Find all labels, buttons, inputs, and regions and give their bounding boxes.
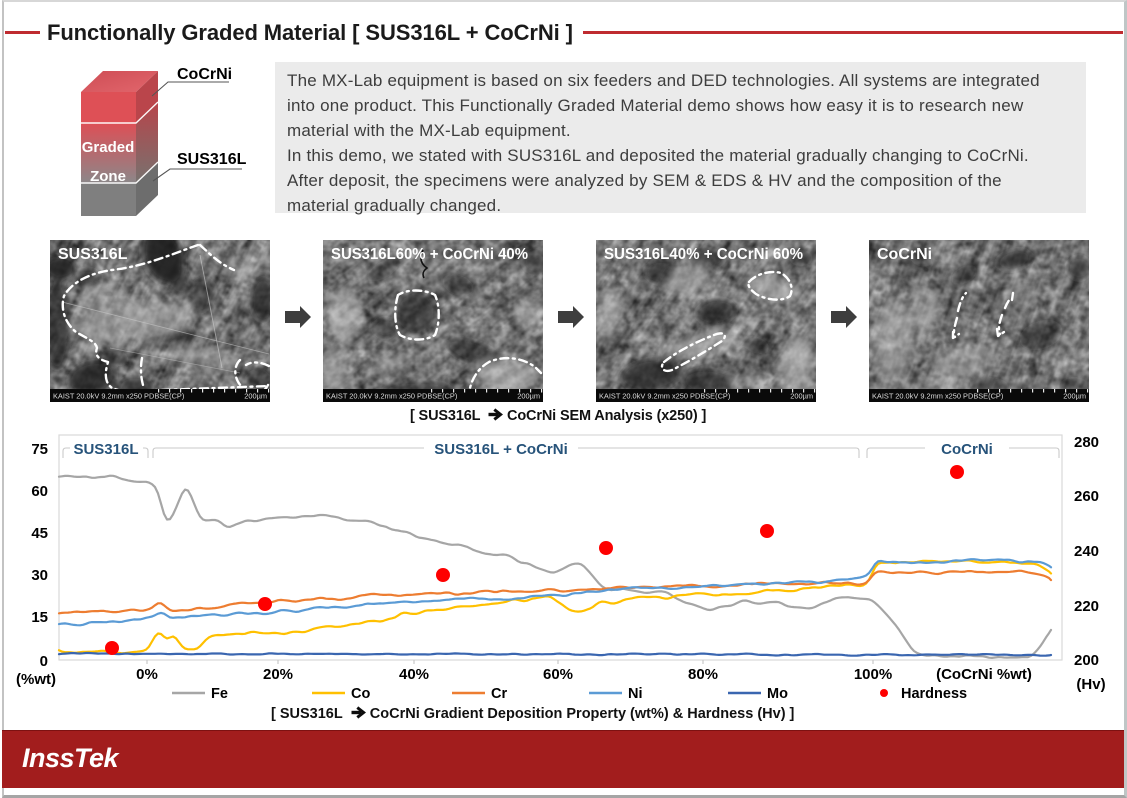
svg-text:KAIST 20.0kV 9.2mm x250 PDBSE(: KAIST 20.0kV 9.2mm x250 PDBSE(CP) [326,392,457,401]
svg-text:Graded: Graded [82,139,135,156]
svg-text:KAIST 20.0kV 9.2mm x250 PDBSE(: KAIST 20.0kV 9.2mm x250 PDBSE(CP) [872,392,1003,401]
svg-text:Cr: Cr [491,686,507,702]
svg-text:(%wt): (%wt) [16,671,56,688]
svg-text:20%: 20% [263,666,293,683]
svg-text:CoCrNi: CoCrNi [877,246,932,263]
svg-text:SUS316L60% + CoCrNi 40%: SUS316L60% + CoCrNi 40% [331,246,528,263]
svg-text:200µm: 200µm [1063,392,1086,401]
svg-text:60: 60 [31,483,48,500]
svg-text:200: 200 [1074,652,1099,669]
svg-text:Ni: Ni [628,686,643,702]
svg-text:220: 220 [1074,598,1099,615]
svg-text:Hardness: Hardness [901,686,967,702]
svg-text:KAIST 20.0kV 9.2mm x250 PDBSE(: KAIST 20.0kV 9.2mm x250 PDBSE(CP) [599,392,730,401]
svg-text:45: 45 [31,525,48,542]
svg-text:Mo: Mo [767,686,788,702]
svg-text:(CoCrNi %wt): (CoCrNi %wt) [936,666,1032,683]
svg-text:KAIST 20.0kV 9.2mm x250 PDBSE(: KAIST 20.0kV 9.2mm x250 PDBSE(CP) [53,392,184,401]
svg-text:SUS316L40% + CoCrNi 60%: SUS316L40% + CoCrNi 60% [604,246,803,263]
svg-text:200µm: 200µm [790,392,813,401]
svg-text:0: 0 [40,653,48,670]
svg-text:100%: 100% [854,666,892,683]
svg-text:CoCrNi: CoCrNi [941,441,993,458]
svg-text:75: 75 [31,441,48,458]
svg-text:200µm: 200µm [244,392,267,401]
svg-text:40%: 40% [399,666,429,683]
svg-text:200µm: 200µm [517,392,540,401]
svg-text:Fe: Fe [211,686,228,702]
svg-text:SUS316L + CoCrNi: SUS316L + CoCrNi [434,441,568,458]
svg-text:80%: 80% [688,666,718,683]
svg-text:30: 30 [31,567,48,584]
svg-text:280: 280 [1074,434,1099,451]
svg-text:60%: 60% [543,666,573,683]
svg-text:SUS316L: SUS316L [73,441,138,458]
svg-text:SUS316L: SUS316L [58,246,128,263]
svg-text:Co: Co [351,686,370,702]
svg-text:260: 260 [1074,488,1099,505]
svg-text:15: 15 [31,609,48,626]
svg-text:Zone: Zone [90,168,126,185]
svg-text:(Hv): (Hv) [1076,676,1105,693]
svg-text:240: 240 [1074,543,1099,560]
svg-text:0%: 0% [136,666,158,683]
